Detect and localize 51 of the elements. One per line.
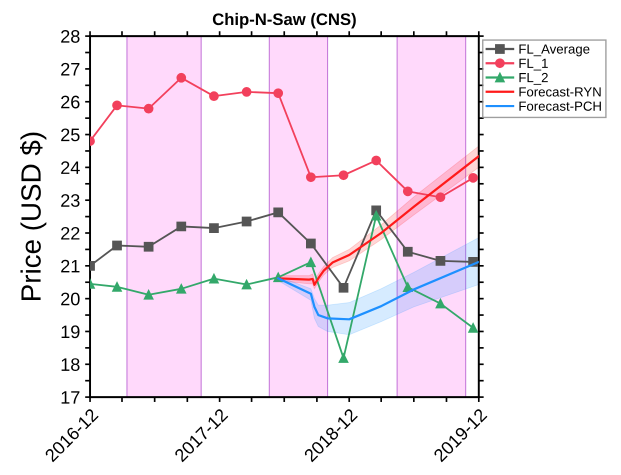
point (144, 290, 154, 300)
legend-label: Forecast-PCH (519, 101, 601, 111)
point (371, 210, 382, 220)
y-tick-label: 17 (62, 391, 80, 404)
point (338, 353, 348, 363)
point (242, 87, 252, 97)
point (436, 192, 446, 202)
y-tick-label: 19 (62, 325, 80, 338)
point (338, 282, 348, 293)
point (209, 274, 219, 284)
point (436, 256, 446, 266)
y-tick-label: 28 (61, 30, 80, 43)
y-tick-label: 22 (61, 226, 80, 240)
legend-label: Forecast-RYN (519, 87, 601, 97)
point (468, 322, 478, 333)
point (176, 72, 186, 83)
y-tick-label: 23 (61, 194, 80, 207)
y-tick-label: 24 (61, 161, 80, 174)
point (371, 156, 382, 166)
legend-label: FL_Average (519, 44, 590, 56)
point (338, 170, 348, 180)
point (273, 88, 284, 98)
point (144, 104, 154, 114)
point (306, 238, 316, 248)
point (242, 216, 252, 226)
y-tick-label: 20 (61, 292, 80, 306)
point (112, 100, 122, 110)
point (176, 222, 186, 232)
point (273, 207, 284, 218)
point (402, 246, 413, 257)
point (144, 242, 154, 252)
chart-title: Chip-N-Saw (CNS) (212, 12, 356, 28)
point (112, 282, 122, 292)
y-tick-label: 26 (61, 96, 80, 108)
point (306, 257, 316, 268)
point (468, 173, 478, 183)
point (436, 298, 446, 308)
y-tick-label: 18 (62, 358, 80, 371)
y-axis-title: Price (USD $) (20, 132, 46, 300)
point (402, 186, 413, 196)
y-tick-label: 21 (61, 260, 80, 272)
y-tick-label: 25 (61, 128, 80, 142)
legend-label: FL_2 (519, 72, 548, 85)
point (209, 223, 219, 233)
legend-label: FL_1 (519, 58, 548, 70)
point (112, 240, 122, 250)
point (176, 284, 186, 294)
point (209, 91, 219, 102)
point (306, 172, 316, 182)
y-tick-label: 27 (61, 62, 80, 76)
point (242, 280, 252, 290)
